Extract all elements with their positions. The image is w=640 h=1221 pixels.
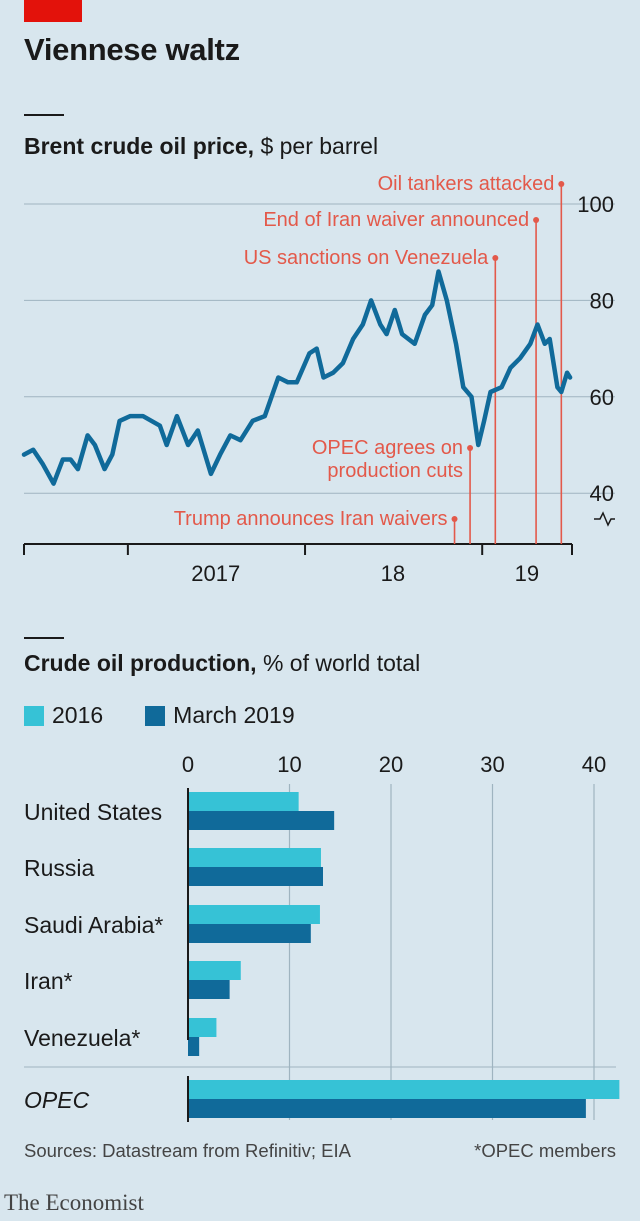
legend-label-march-2019: March 2019	[173, 702, 295, 728]
bar-march-2019	[188, 1037, 200, 1056]
annotation-label: US sanctions on Venezuela	[244, 247, 489, 269]
line-chart-title: Brent crude oil price,	[24, 133, 255, 159]
series-line-brent	[21, 269, 573, 486]
annotation-label: production cuts	[327, 460, 463, 482]
bar-march-2019	[188, 811, 335, 830]
brent-price-line-chart: 100 80 60 40 2017 18 19 Oil tankers attacked End…	[21, 173, 615, 586]
y-tick-label: 80	[590, 288, 614, 313]
bar-2016	[188, 792, 299, 811]
category-label: Venezuela*	[24, 1025, 140, 1051]
x-tick-label: 10	[277, 752, 301, 777]
category-label: OPEC	[24, 1087, 90, 1113]
bar-2016	[188, 961, 241, 980]
bar-march-2019	[188, 980, 230, 999]
category-label: Iran*	[24, 968, 73, 994]
x-tick-label: 0	[182, 752, 194, 777]
line-chart-units: $ per barrel	[260, 133, 379, 159]
y-tick-label: 60	[590, 385, 614, 410]
annotation-label: End of Iran waiver announced	[263, 209, 529, 231]
bar-chart-subtitle: Crude oil production, % of world total	[24, 650, 420, 677]
bar-march-2019	[188, 924, 311, 943]
y-tick-label: 40	[590, 481, 614, 506]
category-label: Russia	[24, 855, 95, 881]
x-tick-label: 30	[480, 752, 504, 777]
axis-break-symbol	[594, 511, 615, 527]
legend-swatch-2016	[24, 705, 44, 726]
legend-swatch-march-2019	[145, 705, 166, 726]
annotation-label: OPEC agrees on	[312, 437, 463, 459]
x-tick-label: 18	[381, 561, 405, 586]
x-tick-label: 20	[379, 752, 403, 777]
y-tick-label: 100	[577, 192, 614, 217]
brand-red-bar	[24, 0, 82, 22]
sources-note: Sources: Datastream from Refinitiv; EIA	[24, 1140, 351, 1161]
bar-2016	[188, 848, 321, 867]
x-tick-label: 19	[515, 561, 539, 586]
legend-label-2016: 2016	[52, 702, 104, 728]
category-label: Saudi Arabia*	[24, 912, 163, 938]
legend-item-2016: 2016	[24, 702, 103, 729]
oil-production-bar-chart: 0 10 20 30 40 United States Russia Saudi Arabia…	[24, 752, 620, 1122]
line-chart-subtitle: Brent crude oil price, $ per barrel	[24, 133, 378, 160]
bar-chart-units: % of world total	[262, 650, 421, 676]
x-tick-label: 40	[582, 752, 606, 777]
legend-item-march-2019: March 2019	[145, 702, 295, 729]
bar-legend: 2016 March 2019	[24, 702, 337, 729]
bar-2016	[188, 1080, 620, 1099]
section-rule	[24, 637, 64, 639]
bar-2016	[188, 1018, 217, 1037]
bar-2016	[188, 905, 320, 924]
bar-march-2019	[188, 1099, 586, 1118]
bar-chart-title: Crude oil production,	[24, 650, 257, 676]
category-label: United States	[24, 799, 162, 825]
economist-logo: The Economist	[4, 1190, 144, 1215]
opec-members-note: *OPEC members	[474, 1140, 616, 1161]
bar-march-2019	[188, 867, 323, 886]
annotation-label: Oil tankers attacked	[378, 173, 555, 195]
annotation-label: Trump announces Iran waivers	[174, 508, 448, 530]
x-tick-label: 2017	[191, 561, 240, 586]
chart-title: Viennese waltz	[24, 32, 240, 67]
section-rule	[24, 114, 64, 116]
